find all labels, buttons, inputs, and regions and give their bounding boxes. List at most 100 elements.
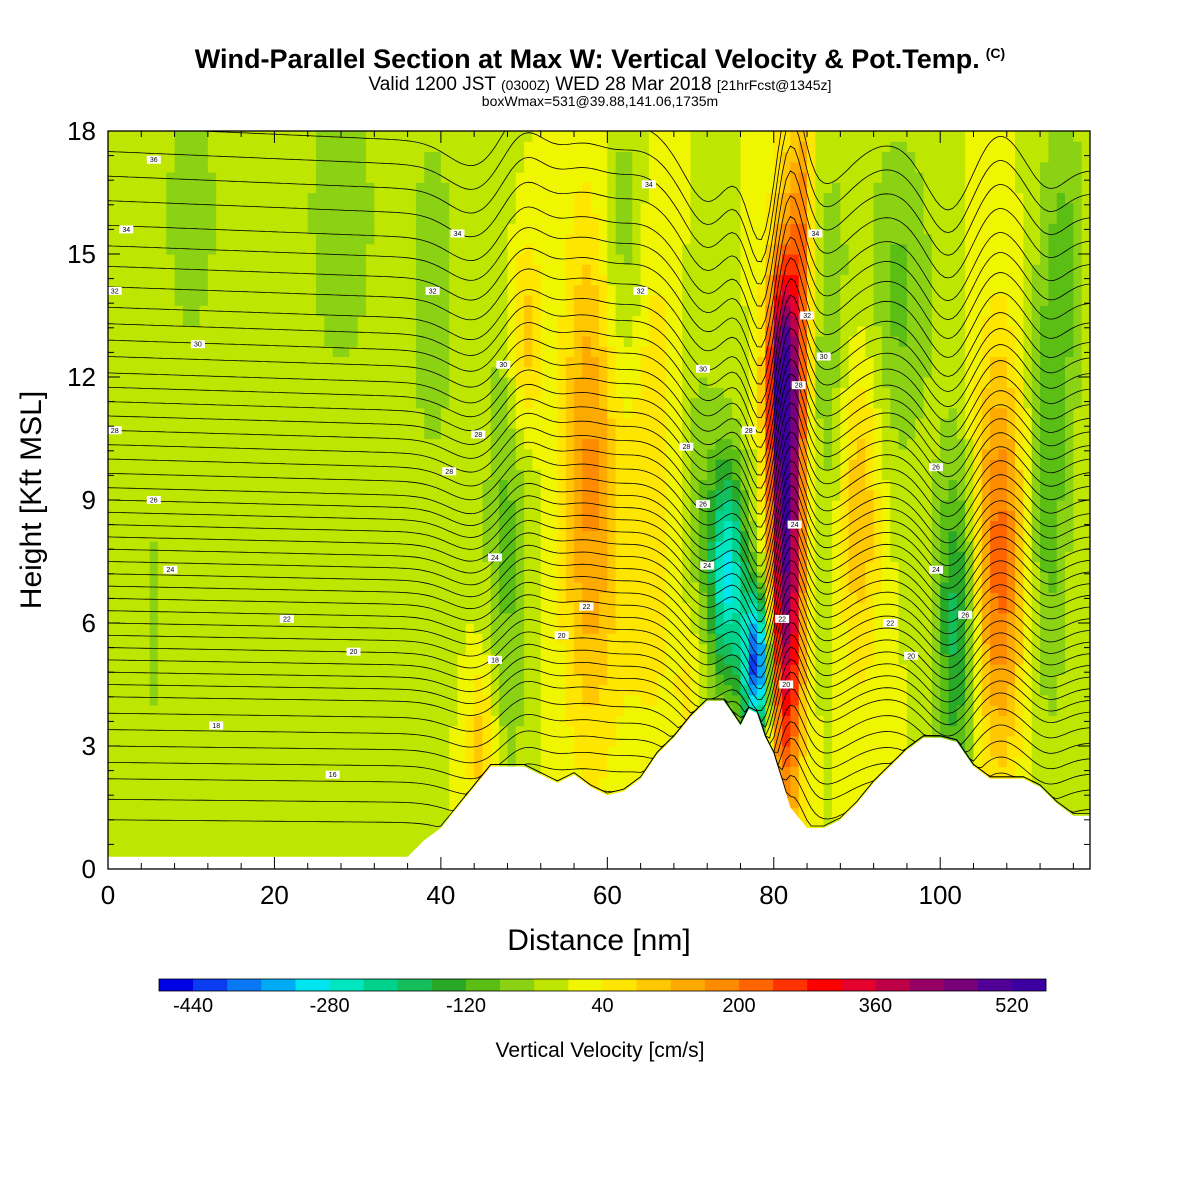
velocity-cell (299, 479, 309, 491)
velocity-cell (424, 582, 434, 593)
velocity-cell (499, 715, 509, 727)
velocity-cell (515, 510, 525, 522)
velocity-cell (274, 623, 284, 634)
velocity-cell (108, 243, 117, 255)
velocity-cell (424, 418, 434, 429)
velocity-cell (341, 643, 350, 655)
velocity-cell (449, 653, 459, 665)
velocity-cell (307, 664, 317, 675)
velocity-cell (532, 653, 542, 665)
velocity-cell (282, 602, 292, 614)
velocity-cell (324, 161, 334, 173)
velocity-cell (224, 653, 234, 665)
velocity-cell (224, 674, 234, 686)
velocity-cell (232, 233, 242, 245)
velocity-cell (590, 243, 600, 255)
velocity-cell (299, 664, 309, 675)
velocity-cell (341, 766, 350, 778)
velocity-cell (241, 407, 251, 419)
velocity-cell (407, 571, 417, 583)
velocity-cell (482, 653, 492, 665)
velocity-cell (507, 489, 517, 501)
velocity-cell (149, 643, 159, 655)
velocity-cell (232, 817, 242, 829)
velocity-cell (440, 254, 450, 265)
velocity-cell (449, 131, 459, 142)
velocity-cell (291, 797, 300, 809)
velocity-cell (141, 766, 151, 778)
velocity-cell (673, 356, 683, 368)
velocity-cell (365, 274, 375, 286)
velocity-cell (474, 387, 484, 399)
velocity-cell (648, 623, 658, 634)
velocity-cell (216, 172, 226, 183)
velocity-cell (124, 787, 134, 798)
velocity-cell (365, 807, 375, 819)
velocity-cell (474, 612, 484, 624)
velocity-cell (257, 807, 267, 819)
velocity-cell (607, 582, 617, 593)
velocity-cell (307, 192, 317, 204)
velocity-cell (532, 674, 542, 686)
velocity-cell (474, 377, 484, 388)
velocity-cell (166, 766, 176, 778)
velocity-cell (557, 479, 567, 491)
velocity-cell (432, 582, 442, 593)
velocity-cell (365, 530, 375, 542)
velocity-cell (249, 274, 259, 286)
velocity-cell (182, 489, 192, 501)
velocity-cell (532, 561, 542, 573)
velocity-cell (424, 520, 434, 532)
velocity-cell (640, 243, 650, 255)
velocity-cell (657, 500, 667, 511)
velocity-cell (182, 325, 192, 337)
velocity-cell (407, 182, 417, 194)
velocity-cell (574, 418, 583, 429)
velocity-cell (399, 674, 409, 686)
velocity-cell (232, 438, 242, 450)
velocity-cell (324, 192, 334, 204)
velocity-cell (191, 366, 201, 378)
velocity-cell (266, 325, 276, 337)
velocity-cell (424, 746, 434, 757)
velocity-cell (108, 192, 117, 204)
velocity-cell (457, 315, 467, 327)
velocity-cell (141, 787, 151, 798)
velocity-cell (549, 653, 558, 665)
velocity-cell (266, 407, 276, 419)
velocity-cell (282, 274, 292, 286)
velocity-cell (515, 551, 525, 563)
velocity-cell (390, 305, 400, 317)
velocity-cell (182, 233, 192, 245)
velocity-cell (590, 141, 600, 153)
velocity-cell (648, 141, 658, 153)
velocity-cell (316, 807, 325, 819)
velocity-cell (565, 438, 575, 450)
velocity-cell (482, 469, 492, 481)
velocity-cell (216, 356, 226, 368)
velocity-cell (549, 705, 558, 716)
velocity-cell (174, 756, 184, 768)
velocity-cell (216, 664, 226, 675)
velocity-cell (174, 664, 184, 675)
velocity-cell (307, 141, 317, 153)
velocity-cell (432, 428, 442, 440)
velocity-cell (657, 233, 667, 245)
velocity-cell (157, 807, 167, 819)
velocity-cell (474, 643, 484, 655)
velocity-cell (657, 664, 667, 675)
velocity-cell (249, 315, 259, 327)
velocity-cell (282, 746, 292, 757)
velocity-cell (241, 336, 251, 347)
velocity-cell (365, 766, 375, 778)
velocity-cell (532, 428, 542, 440)
velocity-cell (665, 561, 675, 573)
velocity-cell (449, 664, 459, 675)
velocity-cell (341, 838, 350, 850)
velocity-cell (474, 366, 484, 378)
velocity-cell (374, 213, 384, 224)
velocity-cell (665, 735, 675, 747)
velocity-cell (648, 161, 658, 173)
velocity-cell (390, 612, 400, 624)
velocity-cell (166, 653, 176, 665)
